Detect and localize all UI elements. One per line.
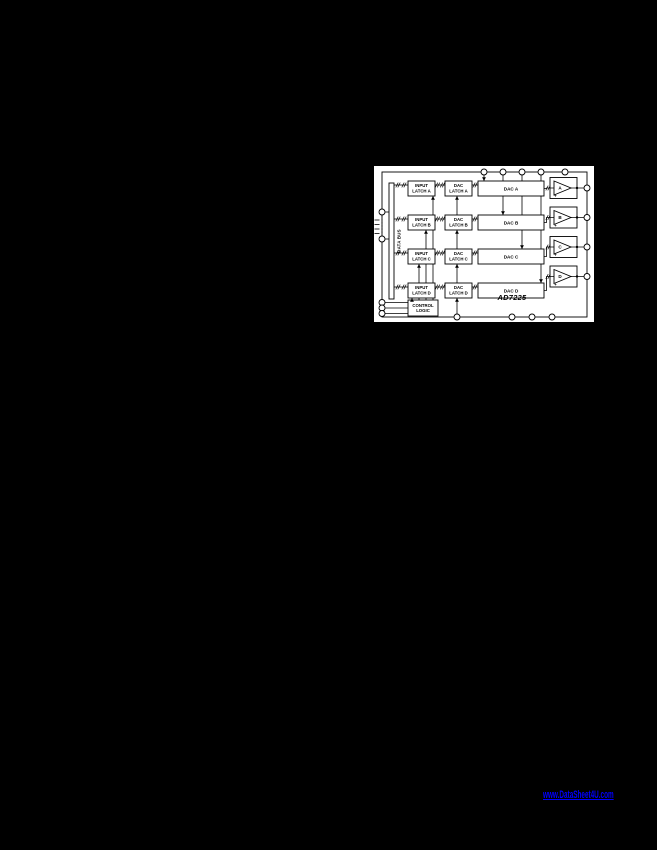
pin: [583, 184, 591, 192]
dac-a-label: DAC A: [504, 187, 519, 192]
svg-text:LATCH C: LATCH C: [412, 256, 431, 261]
amp-d-plus-sign: +: [554, 282, 557, 287]
pin: [378, 310, 386, 317]
dac-a-box: [477, 180, 545, 197]
channel-b: INPUT LATCH B DAC LATCH B DAC B B +: [407, 206, 587, 231]
dac-latch-b-box: [444, 214, 473, 231]
amp-c-label: C: [558, 245, 562, 250]
amp-b-plus-sign: +: [554, 223, 557, 228]
chip-part-number: AD7225: [497, 293, 528, 302]
dac-latch-a-label: DAC: [454, 183, 463, 188]
pin: [561, 168, 569, 176]
dac-latch-d-label: DAC: [454, 285, 463, 290]
svg-text:LATCH D: LATCH D: [449, 290, 468, 295]
pin: [583, 214, 591, 221]
dac-d-label: DAC D: [504, 289, 519, 294]
data-bus-label: DATA BUS: [397, 229, 402, 252]
pin: [583, 273, 591, 280]
svg-text:LATCH A: LATCH A: [412, 188, 430, 193]
input-latch-b-box: [407, 214, 436, 231]
pin: [508, 313, 516, 321]
svg-text:LATCH C: LATCH C: [449, 256, 468, 261]
svg-text:LATCH A: LATCH A: [449, 188, 467, 193]
dac-latch-c-box: [444, 248, 473, 265]
dac-d-box: [477, 282, 545, 299]
amp-c-triangle: [553, 239, 573, 255]
dac-c-box: [477, 248, 545, 265]
svg-text:LATCH B: LATCH B: [412, 222, 431, 227]
channel-d: INPUT LATCH D DAC LATCH D DAC D D +: [407, 265, 587, 299]
dac-latch-c-label: DAC: [454, 251, 463, 256]
dac-latch-d-box: [444, 282, 473, 299]
control-logic-box: [407, 299, 439, 317]
input-latch-d-box: [407, 282, 436, 299]
input-latch-b-label: INPUT: [415, 217, 428, 222]
amp-c-plus-sign: +: [554, 253, 557, 258]
svg-text:LATCH B: LATCH B: [449, 222, 468, 227]
watermark-link[interactable]: www.DataSheet4U.com: [543, 789, 614, 801]
pin: [378, 208, 386, 216]
dac-b-box: [477, 214, 545, 231]
dac-latch-b-label: DAC: [454, 217, 463, 222]
functional-block-diagram: INPUT LATCH A DAC LATCH A DAC A A + INPU…: [374, 168, 591, 321]
pin: [583, 243, 591, 251]
svg-text:LATCH D: LATCH D: [412, 290, 431, 295]
data-bus-bar: [388, 182, 395, 300]
pin: [480, 168, 488, 176]
input-latch-c-box: [407, 248, 436, 265]
control-logic-label: CONTROL: [412, 303, 434, 308]
svg-text:LOGIC: LOGIC: [416, 308, 430, 313]
control-logic: CONTROL LOGIC: [407, 299, 439, 317]
channel-a: INPUT LATCH A DAC LATCH A DAC A A +: [407, 177, 587, 199]
input-latch-a-label: INPUT: [415, 183, 428, 188]
amp-a-plus-sign: +: [554, 194, 557, 199]
channel-c: INPUT LATCH C DAC LATCH C DAC C C +: [407, 236, 587, 265]
dac-latch-a-box: [444, 180, 473, 197]
pin: [518, 168, 526, 176]
pins-bottom: [453, 313, 556, 321]
pin: [528, 313, 536, 321]
pin: [453, 313, 461, 321]
dac-b-label: DAC B: [504, 221, 519, 226]
amp-b-triangle: [553, 209, 573, 226]
pins-right-vout: [583, 184, 591, 280]
input-latch-d-label: INPUT: [415, 285, 428, 290]
amp-d-triangle: [553, 268, 573, 285]
block-diagram-panel: INPUT LATCH A DAC LATCH A DAC A A + INPU…: [374, 166, 594, 322]
pins-top: [480, 168, 569, 176]
pin: [548, 313, 556, 321]
amp-a-triangle: [553, 180, 573, 196]
bus-tick-marks: [374, 219, 380, 234]
pin: [499, 168, 507, 176]
input-latch-a-box: [407, 180, 436, 197]
dac-c-label: DAC C: [504, 255, 519, 260]
amp-d-label: D: [558, 274, 562, 279]
pin: [378, 235, 386, 243]
amp-b-label: B: [558, 215, 562, 220]
pins-left: [378, 208, 386, 317]
input-latch-c-label: INPUT: [415, 251, 428, 256]
pin: [537, 168, 545, 176]
amp-a-label: A: [558, 186, 562, 191]
